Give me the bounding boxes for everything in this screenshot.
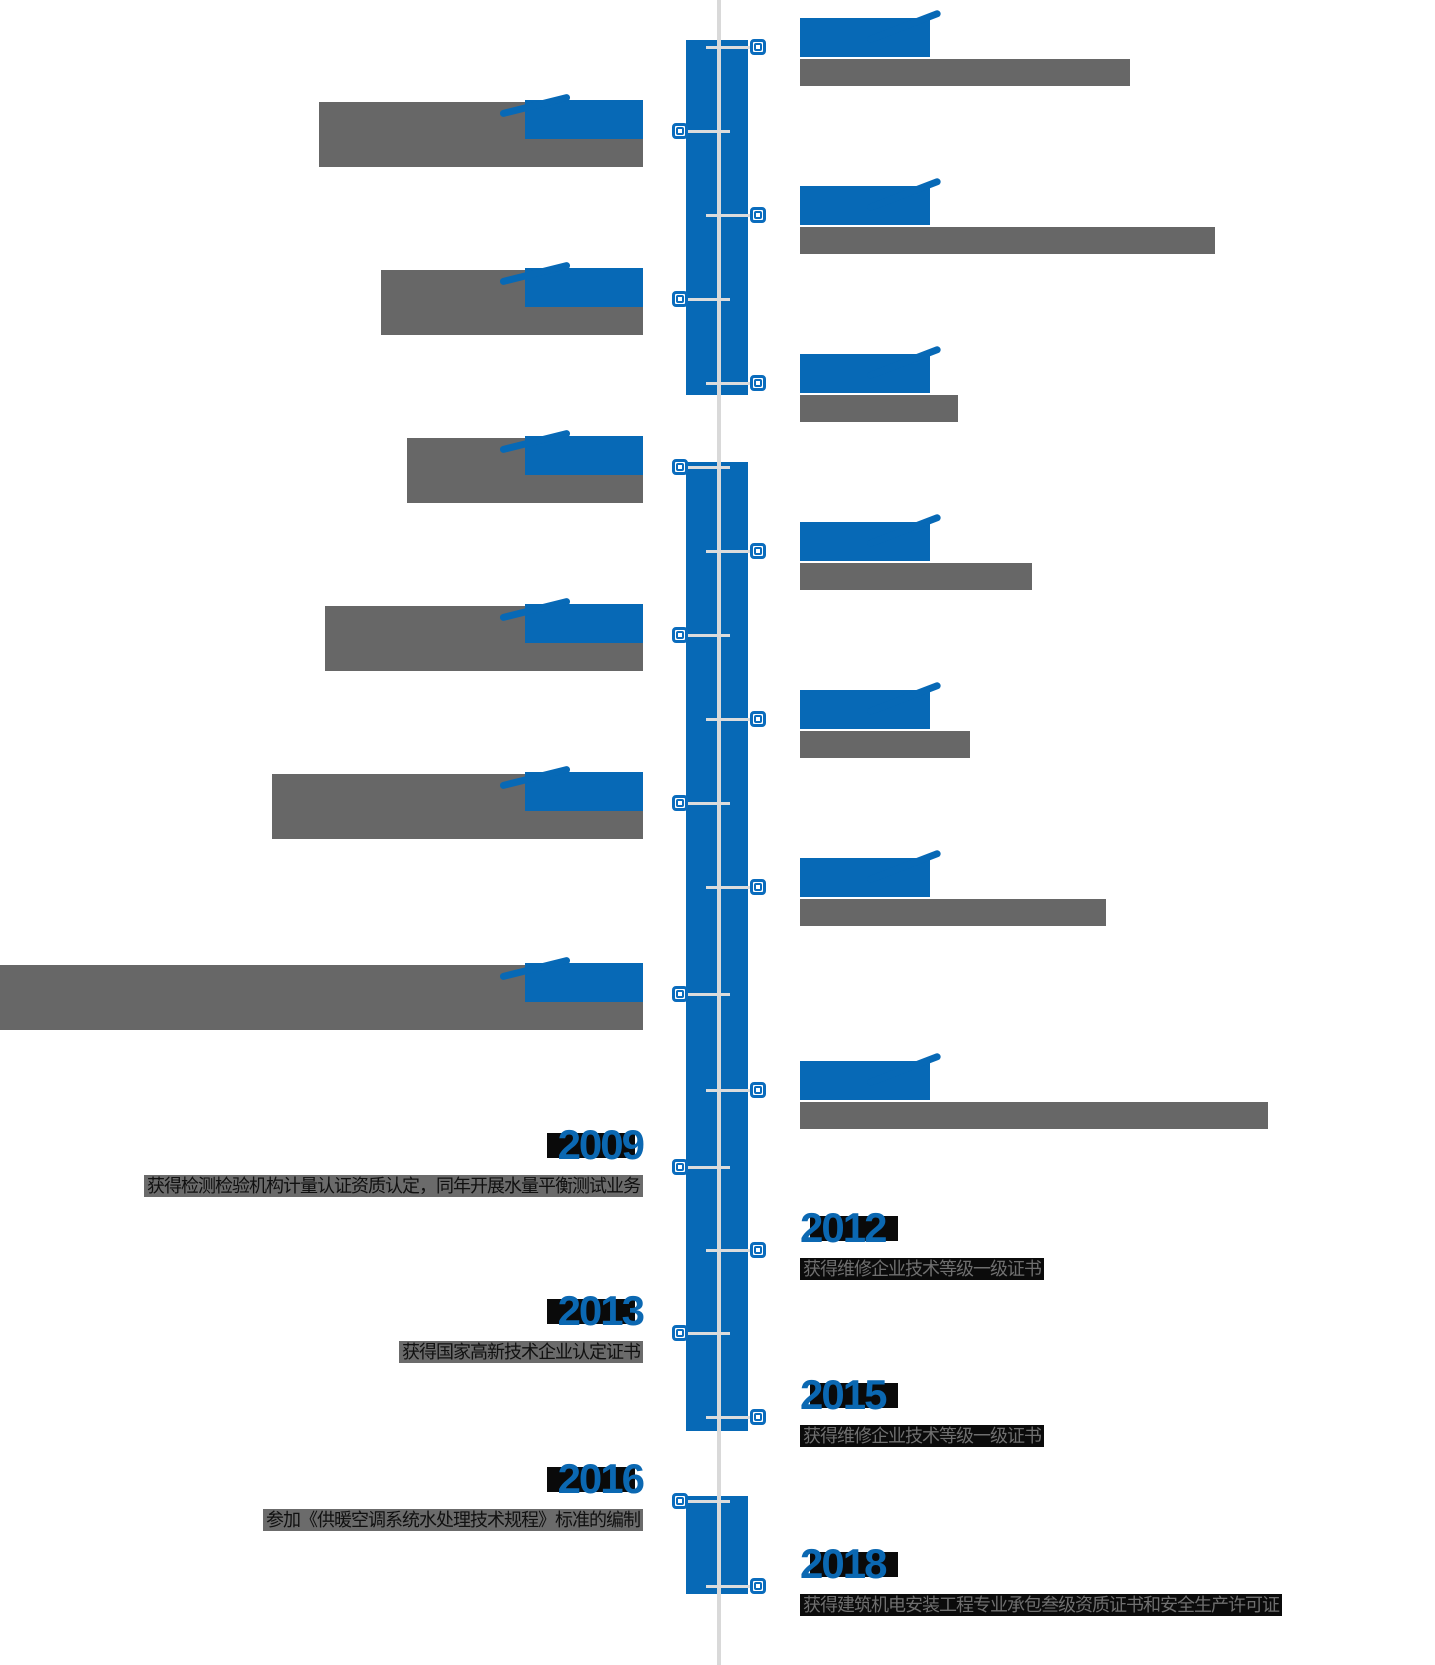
- year-selection-highlight: [810, 1552, 898, 1577]
- year-label: 2013: [557, 1287, 645, 1334]
- timeline-marker: [672, 291, 688, 307]
- marker-core: [676, 990, 684, 998]
- marker-connector-line: [678, 634, 730, 637]
- marker-core: [676, 127, 684, 135]
- marker-core: [754, 43, 762, 51]
- marker-connector-line: [706, 550, 758, 553]
- timeline-marker: [672, 1493, 688, 1509]
- masked-description-bar: [800, 227, 1215, 254]
- description-text: 参加《供暖空调系统水处理技术规程》标准的编制: [263, 1509, 643, 1531]
- marker-core: [676, 1163, 684, 1171]
- year-label: 2015: [800, 1371, 887, 1418]
- marker-connector-line: [678, 802, 730, 805]
- marker-core: [754, 1246, 762, 1254]
- masked-description-bar: [800, 59, 1130, 86]
- marker-connector-line: [678, 993, 730, 996]
- marker-core: [676, 1497, 684, 1505]
- timeline-marker: [672, 627, 688, 643]
- timeline-marker: [750, 711, 766, 727]
- year-selection-highlight: [547, 1299, 635, 1324]
- timeline-year: 2018: [800, 1543, 898, 1585]
- masked-description-bar: [800, 731, 970, 758]
- marker-core: [754, 1413, 762, 1421]
- marker-connector-line: [706, 382, 758, 385]
- marker-connector-line: [678, 466, 730, 469]
- timeline-marker: [750, 375, 766, 391]
- timeline-year: 2009: [547, 1124, 645, 1166]
- year-label: 2012: [800, 1204, 887, 1251]
- marker-core: [754, 547, 762, 555]
- timeline-marker: [750, 879, 766, 895]
- marker-connector-line: [706, 1585, 758, 1588]
- description-text: 获得国家高新技术企业认定证书: [399, 1341, 643, 1363]
- year-selection-highlight: [547, 1133, 635, 1158]
- description-text: 获得建筑机电安装工程专业承包叁级资质证书和安全生产许可证: [800, 1594, 1282, 1616]
- marker-core: [754, 1582, 762, 1590]
- timeline-marker: [672, 986, 688, 1002]
- marker-core: [676, 295, 684, 303]
- timeline-marker: [672, 1325, 688, 1341]
- timeline-year: 2015: [800, 1374, 898, 1416]
- timeline-marker: [672, 795, 688, 811]
- marker-core: [754, 211, 762, 219]
- timeline-marker: [750, 207, 766, 223]
- timeline-marker: [750, 1242, 766, 1258]
- marker-core: [676, 463, 684, 471]
- timeline-marker: [750, 543, 766, 559]
- marker-core: [754, 1086, 762, 1094]
- marker-connector-line: [678, 298, 730, 301]
- timeline-marker: [672, 459, 688, 475]
- timeline-marker: [672, 1159, 688, 1175]
- marker-core: [676, 631, 684, 639]
- timeline-description: 获得检测检验机构计量认证资质认定，同年开展水量平衡测试业务: [144, 1175, 643, 1197]
- description-text: 获得维修企业技术等级一级证书: [800, 1258, 1044, 1280]
- marker-core: [676, 1329, 684, 1337]
- marker-core: [754, 379, 762, 387]
- timeline-marker: [750, 1578, 766, 1594]
- timeline-center-line: [717, 0, 721, 1665]
- masked-description-bar: [800, 899, 1106, 926]
- timeline-description: 获得建筑机电安装工程专业承包叁级资质证书和安全生产许可证: [800, 1594, 1282, 1616]
- year-label: 2009: [557, 1121, 645, 1168]
- masked-description-bar: [800, 1102, 1268, 1129]
- timeline-description: 获得维修企业技术等级一级证书: [800, 1425, 1044, 1447]
- marker-connector-line: [706, 214, 758, 217]
- timeline-year: 2013: [547, 1290, 645, 1332]
- marker-connector-line: [678, 1166, 730, 1169]
- marker-core: [754, 715, 762, 723]
- marker-core: [754, 883, 762, 891]
- marker-connector-line: [678, 130, 730, 133]
- marker-connector-line: [706, 1089, 758, 1092]
- timeline-description: 参加《供暖空调系统水处理技术规程》标准的编制: [263, 1509, 643, 1531]
- marker-connector-line: [706, 1416, 758, 1419]
- masked-description-bar: [800, 563, 1032, 590]
- year-selection-highlight: [810, 1216, 898, 1241]
- description-text: 获得检测检验机构计量认证资质认定，同年开展水量平衡测试业务: [144, 1175, 643, 1197]
- timeline-marker: [750, 1082, 766, 1098]
- masked-description-bar: [800, 395, 958, 422]
- timeline-marker: [750, 1409, 766, 1425]
- marker-connector-line: [706, 1249, 758, 1252]
- marker-core: [676, 799, 684, 807]
- year-selection-highlight: [547, 1467, 635, 1492]
- marker-connector-line: [706, 46, 758, 49]
- timeline-description: 获得维修企业技术等级一级证书: [800, 1258, 1044, 1280]
- year-label: 2016: [557, 1455, 645, 1502]
- year-label: 2018: [800, 1540, 887, 1587]
- timeline-marker: [750, 39, 766, 55]
- marker-connector-line: [678, 1500, 730, 1503]
- marker-connector-line: [706, 718, 758, 721]
- timeline-year: 2012: [800, 1207, 898, 1249]
- year-selection-highlight: [810, 1383, 898, 1408]
- marker-connector-line: [706, 886, 758, 889]
- marker-connector-line: [678, 1332, 730, 1335]
- timeline-description: 获得国家高新技术企业认定证书: [399, 1341, 643, 1363]
- description-text: 获得维修企业技术等级一级证书: [800, 1425, 1044, 1447]
- timeline-year: 2016: [547, 1458, 645, 1500]
- timeline-marker: [672, 123, 688, 139]
